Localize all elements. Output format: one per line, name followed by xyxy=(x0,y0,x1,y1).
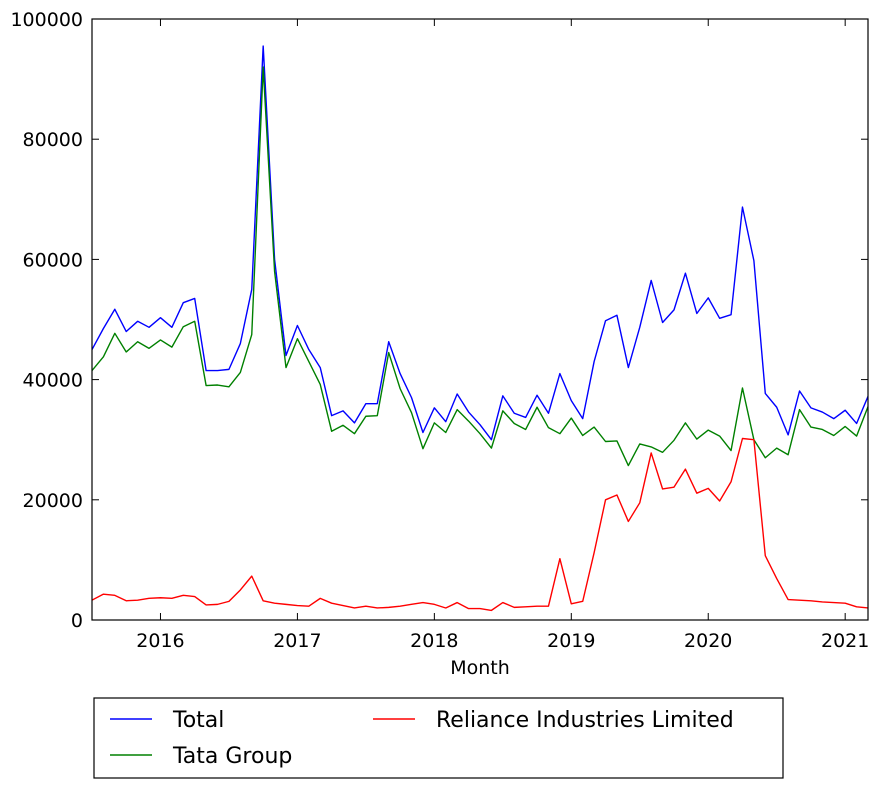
y-tick-label: 40000 xyxy=(23,370,83,392)
y-tick-label: 20000 xyxy=(23,490,83,512)
legend: Total Tata Group Reliance Industries Limit… xyxy=(93,697,784,779)
x-tick-label: 2016 xyxy=(136,630,184,652)
series-line-reliance-industries-limited xyxy=(92,437,868,612)
y-tick-label: 60000 xyxy=(23,249,83,271)
x-tick-label: 2018 xyxy=(410,630,458,652)
y-tick-label: 100000 xyxy=(10,9,83,31)
plot-frame xyxy=(91,18,869,621)
legend-label: Reliance Industries Limited xyxy=(436,708,734,733)
legend-box xyxy=(93,697,784,779)
y-axis: 0 20000 40000 60000 80000 100000 xyxy=(10,9,868,632)
x-tick-label: 2017 xyxy=(273,630,321,652)
x-axis: 2016 2017 2018 2019 2020 2021 xyxy=(136,19,869,652)
legend-label: Tata Group xyxy=(172,744,292,769)
y-tick-label: 80000 xyxy=(23,129,83,151)
legend-label: Total xyxy=(172,708,224,733)
plot-series-group xyxy=(92,45,868,612)
y-tick-label: 0 xyxy=(71,610,83,632)
x-tick-label: 2019 xyxy=(547,630,595,652)
x-tick-label: 2021 xyxy=(821,630,869,652)
x-tick-label: 2020 xyxy=(684,630,732,652)
x-axis-title: Month xyxy=(450,657,510,679)
series-line-tata-group xyxy=(92,66,868,467)
series-line-total xyxy=(92,45,868,441)
